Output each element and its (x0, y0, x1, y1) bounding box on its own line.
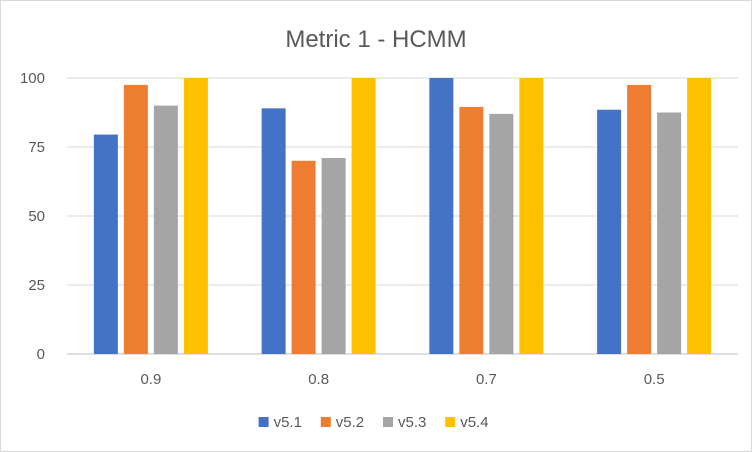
chart-title: Metric 1 - HCMM (285, 26, 466, 53)
legend-label: v5.3 (398, 414, 426, 431)
bar-v5.1-0.9 (93, 134, 118, 354)
bar-v5.3-0.7 (489, 113, 514, 354)
legend-swatch (445, 417, 456, 427)
bar-v5.4-0.8 (351, 78, 376, 354)
bar-v5.1-0.8 (261, 108, 286, 354)
legend: v5.1 v5.2 v5.3 v5.4 (258, 414, 489, 431)
y-axis-ticks: 0 25 50 75 100 (20, 70, 45, 363)
y-tick-label: 100 (20, 70, 45, 87)
bar-v5.2-0.9 (123, 84, 148, 355)
bar-v5.3-0.9 (153, 105, 178, 354)
x-tick-label: 0.8 (308, 371, 329, 388)
y-tick-label: 50 (28, 208, 45, 225)
legend-label: v5.4 (460, 414, 488, 431)
bar-v5.2-0.7 (459, 106, 484, 354)
legend-item: v5.3 (383, 414, 426, 431)
legend-item: v5.4 (445, 414, 489, 431)
bar-v5.3-0.8 (321, 158, 346, 354)
bar-v5.4-0.9 (183, 78, 208, 354)
x-axis-ticks: 0.9 0.8 0.7 0.5 (140, 371, 664, 388)
y-tick-label: 25 (28, 277, 45, 294)
bar-v5.4-0.5 (687, 78, 712, 354)
legend-swatch (320, 417, 331, 427)
bar-v5.3-0.5 (657, 112, 682, 354)
legend-label: v5.1 (274, 414, 302, 431)
legend-swatch (258, 417, 269, 427)
legend-item: v5.1 (258, 414, 302, 431)
x-tick-label: 0.5 (644, 371, 665, 388)
y-tick-label: 0 (37, 346, 45, 363)
x-tick-label: 0.7 (476, 371, 497, 388)
y-tick-label: 75 (28, 139, 45, 156)
bar-v5.1-0.5 (597, 109, 622, 355)
bar-v5.2-0.8 (291, 160, 316, 354)
bars (93, 78, 712, 355)
bar-v5.4-0.7 (519, 78, 544, 354)
bar-v5.1-0.7 (429, 78, 454, 354)
legend-label: v5.2 (336, 414, 364, 431)
bar-v5.2-0.5 (627, 84, 652, 355)
gridlines (67, 77, 738, 355)
legend-swatch (383, 417, 393, 427)
legend-item: v5.2 (320, 414, 364, 431)
x-tick-label: 0.9 (140, 371, 161, 388)
